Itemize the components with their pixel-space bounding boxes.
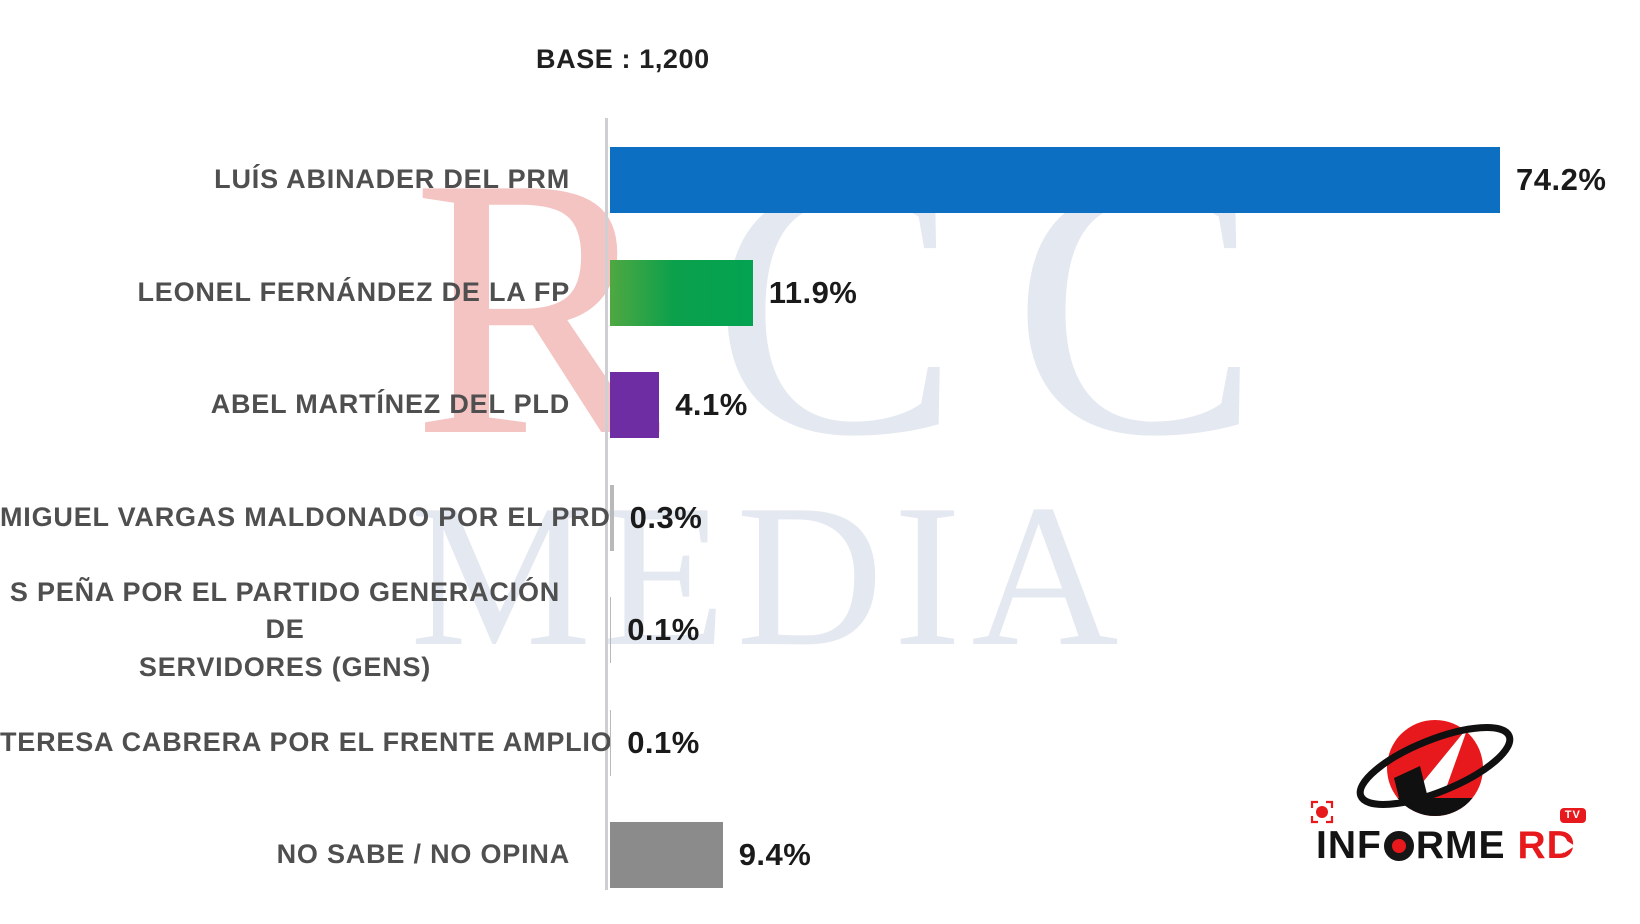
- bar-zone: 0.3%: [570, 484, 1640, 551]
- value-label: 74.2%: [1516, 162, 1607, 198]
- chart-row: LUÍS ABINADER DEL PRM 74.2%: [0, 124, 1640, 237]
- tv-badge: TV: [1559, 808, 1586, 823]
- result-bar: [610, 597, 612, 664]
- candidate-label: LEONEL FERNÁNDEZ DE LA FP: [137, 276, 570, 307]
- candidate-label: S PEÑA POR EL PARTIDO GENERACIÓN DE SERVI…: [9, 576, 561, 683]
- chart-row: LEONEL FERNÁNDEZ DE LA FP 11.9%: [0, 237, 1640, 350]
- chart-title-base: BASE : 1,200: [536, 44, 710, 74]
- chart-row: S PEÑA POR EL PARTIDO GENERACIÓN DE SERVI…: [0, 574, 1640, 687]
- result-bar: [610, 709, 612, 776]
- value-label: 9.4%: [738, 837, 812, 873]
- candidate-label: NO SABE / NO OPINA: [276, 839, 570, 870]
- value-label: 4.1%: [675, 387, 748, 423]
- value-label: 0.1%: [627, 724, 700, 760]
- bar-zone: 11.9%: [570, 259, 1640, 326]
- globe-icon: [1356, 720, 1514, 817]
- o-letter-shape: [1383, 830, 1414, 861]
- candidate-label: LUÍS ABINADER DEL PRM: [214, 164, 570, 195]
- candidate-label: TERESA CABRERA POR EL FRENTE AMPLIO: [0, 726, 613, 757]
- value-label: 11.9%: [768, 274, 858, 310]
- value-label: 0.3%: [629, 499, 703, 535]
- result-bar: [610, 147, 1500, 214]
- chart-row: TERESA CABRERA POR EL FRENTE AMPLIO 0.1%: [0, 687, 1640, 800]
- brand-text-rd: RD TV: [1518, 808, 1586, 865]
- brand-text-rme: RME: [1415, 824, 1506, 867]
- chart-row: MIGUEL VARGAS MALDONADO POR EL PRD 0.3%: [0, 462, 1640, 575]
- result-bar: [610, 822, 723, 889]
- result-bar: [610, 484, 614, 551]
- play-icon: [1563, 839, 1575, 853]
- candidate-label: ABEL MARTÍNEZ DEL PLD: [210, 389, 570, 420]
- informe-rd-logo: INF RME RD TV: [1280, 698, 1640, 898]
- bar-zone: 0.1%: [570, 597, 1640, 664]
- chart-row: NO SABE / NO OPINA 9.4%: [0, 799, 1640, 912]
- axis-baseline: [605, 118, 608, 890]
- brand-wordmark: INF RME RD TV: [1316, 808, 1586, 867]
- brand-text-inf: INF: [1316, 824, 1382, 867]
- bar-zone: 9.4%: [570, 822, 1640, 889]
- rec-dot-icon: [1310, 800, 1334, 824]
- result-bar: [610, 259, 753, 326]
- candidate-label: MIGUEL VARGAS MALDONADO POR EL PRD: [0, 501, 611, 532]
- value-label: 0.1%: [627, 612, 700, 648]
- bar-zone: 0.1%: [570, 709, 1640, 776]
- bar-zone: 74.2%: [570, 147, 1640, 214]
- bar-zone: 4.1%: [570, 372, 1640, 439]
- chart-row: ABEL MARTÍNEZ DEL PLD 4.1%: [0, 349, 1640, 462]
- result-bar: [610, 372, 660, 439]
- chart-rows: LUÍS ABINADER DEL PRM 74.2% LEONEL FERNÁ…: [0, 124, 1640, 912]
